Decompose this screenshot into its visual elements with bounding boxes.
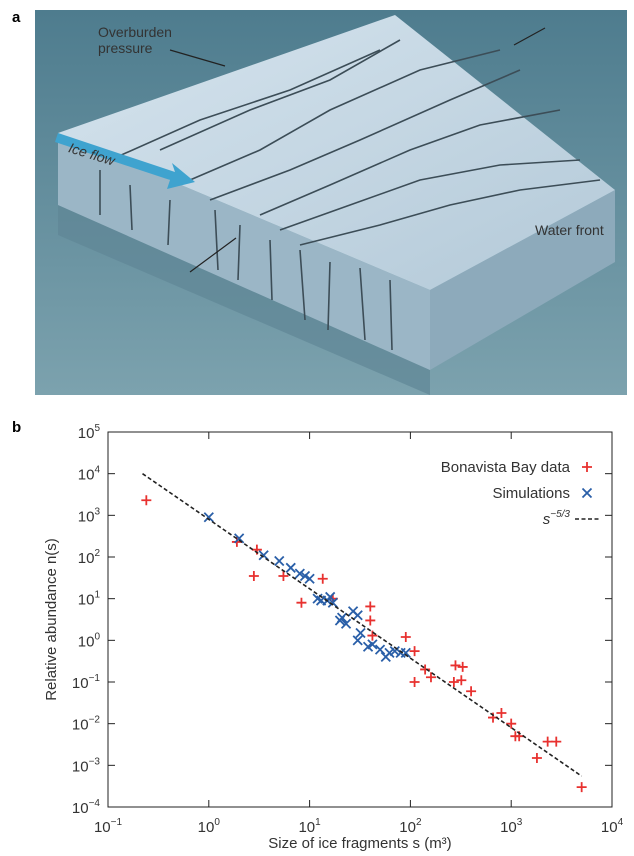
flow-arrow: [55, 133, 195, 189]
legend-label: Simulations: [492, 485, 570, 502]
plus-marker: [278, 570, 289, 581]
y-tick-label: 10−4: [72, 798, 101, 817]
front-face: [58, 133, 430, 370]
x-marker: [299, 570, 311, 582]
plus-marker: [542, 736, 553, 747]
x-marker: [355, 627, 366, 639]
plus-marker: [400, 632, 411, 643]
x-tick-label: 104: [601, 817, 624, 836]
y-axis-label: Relative abundance n(s): [43, 538, 60, 701]
plus-marker: [531, 752, 542, 763]
illustration-label: Overburden pressure: [98, 24, 172, 56]
x-marker: [285, 562, 296, 573]
plus-marker: [409, 677, 420, 687]
panel-label: b: [12, 419, 21, 436]
plot-frame: [107, 431, 613, 808]
y-tick-label: 105: [78, 423, 101, 442]
x-tick-label: 102: [399, 817, 422, 836]
fit-line: [142, 473, 583, 777]
legend-swatch: [581, 487, 593, 499]
y-tick-label: 101: [78, 590, 101, 609]
cracks: [99, 39, 601, 351]
illustration: [35, 10, 627, 395]
legend-label: Bonavista Bay data: [441, 459, 571, 476]
x-marker: [374, 644, 386, 655]
x-marker: [352, 610, 363, 621]
plus-marker: [456, 675, 467, 686]
plus-marker: [551, 736, 562, 747]
top-face: [58, 15, 615, 290]
plus-marker: [448, 677, 459, 687]
y-tick-label: 104: [78, 465, 101, 484]
y-tick-label: 100: [78, 631, 101, 650]
plus-marker: [457, 661, 468, 672]
x-tick-label: 100: [198, 817, 221, 836]
y-tick-label: 10−3: [72, 756, 101, 775]
plus-marker: [420, 664, 431, 675]
legend-swatch: [582, 462, 592, 472]
side-face: [430, 190, 615, 370]
plus-marker: [317, 573, 328, 584]
x-marker: [352, 635, 363, 646]
x-tick-label: 101: [298, 817, 321, 836]
plus-marker: [576, 782, 587, 793]
plus-marker: [466, 686, 477, 697]
plus-marker: [496, 708, 507, 719]
plus-marker: [367, 630, 378, 641]
y-tick-label: 103: [78, 506, 101, 525]
pointer-arrows: [169, 27, 546, 273]
x-tick-label: 103: [500, 817, 523, 836]
plus-marker: [141, 495, 152, 506]
plus-marker: [365, 601, 376, 612]
x-marker: [367, 639, 378, 650]
panel-label: a: [12, 9, 21, 26]
chart: 10−1 100 101 102 103 104 10−4 10−3 10−2 10−1 100 10…: [43, 423, 624, 852]
x-marker: [340, 618, 352, 629]
plus-marker: [450, 660, 461, 671]
x-marker: [389, 646, 400, 657]
x-marker: [336, 612, 348, 623]
plus-marker: [425, 672, 436, 683]
plus-marker: [365, 615, 376, 626]
x-marker: [294, 568, 305, 579]
x-tick-label: 10−1: [94, 817, 123, 836]
x-marker: [400, 647, 411, 659]
illustration-label: Water front: [535, 222, 604, 238]
reflection: [58, 205, 430, 395]
plus-marker: [248, 570, 259, 581]
plus-marker: [506, 718, 517, 729]
legend-label: s−5/3: [543, 509, 571, 528]
y-tick-label: 10−1: [72, 673, 101, 692]
x-marker: [203, 512, 214, 523]
y-tick-label: 102: [78, 548, 101, 567]
plus-marker: [296, 597, 307, 608]
y-tick-label: 10−2: [72, 715, 101, 734]
x-marker: [304, 573, 315, 584]
x-marker: [327, 597, 338, 608]
x-marker: [274, 555, 285, 567]
x-axis-label: Size of ice fragments s (m³): [268, 835, 451, 852]
plus-marker: [409, 646, 420, 657]
